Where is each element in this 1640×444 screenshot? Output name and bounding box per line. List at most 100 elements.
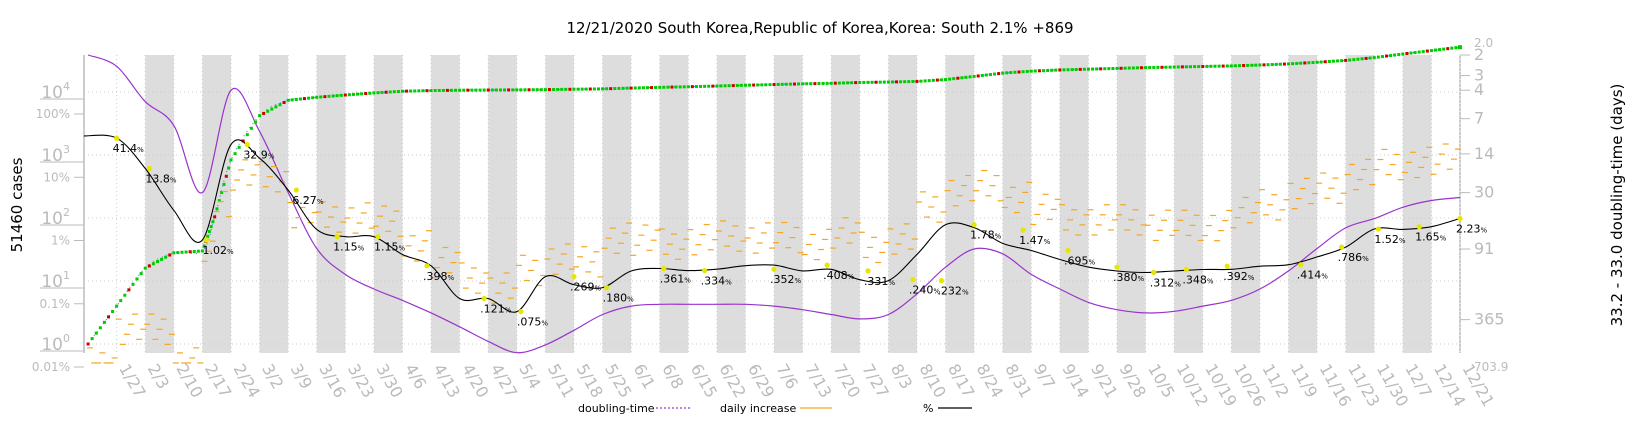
case-marker (1201, 64, 1205, 68)
case-marker (270, 107, 274, 111)
case-marker (605, 87, 609, 91)
case-marker (1066, 68, 1070, 72)
percent-label: .786% (1338, 251, 1370, 264)
case-marker (1070, 68, 1074, 72)
case-marker (245, 133, 249, 137)
week-band (831, 55, 860, 353)
case-marker (882, 80, 886, 84)
case-marker (919, 79, 923, 83)
case-marker (972, 74, 976, 78)
case-marker (278, 103, 282, 107)
case-marker (258, 114, 262, 118)
case-marker (870, 80, 874, 84)
case-marker (1058, 68, 1062, 72)
case-marker (249, 126, 253, 130)
y-tick-label-cases: 104 (41, 80, 70, 103)
y-tick-label-right: 91 (1474, 239, 1494, 258)
case-marker (1103, 67, 1107, 71)
case-marker (1180, 65, 1184, 69)
x-tick-label: 3/9 (287, 361, 316, 393)
case-marker (102, 320, 106, 324)
case-marker (1405, 52, 1409, 56)
case-marker (294, 97, 298, 101)
case-marker (425, 89, 429, 93)
case-marker (462, 88, 466, 92)
case-marker (1319, 60, 1323, 64)
case-marker (1438, 48, 1442, 52)
x-tick-label: 5/11 (544, 361, 578, 402)
case-marker (556, 87, 560, 91)
case-marker (670, 85, 674, 89)
case-marker (1413, 51, 1417, 55)
case-marker (282, 100, 286, 104)
case-marker (780, 82, 784, 86)
case-marker (760, 83, 764, 87)
percent-label-dot (1114, 264, 1120, 270)
case-marker (854, 81, 858, 85)
case-marker (1140, 66, 1144, 70)
case-marker (748, 83, 752, 87)
case-marker (1397, 53, 1401, 57)
case-marker (98, 326, 102, 330)
case-marker (486, 88, 490, 92)
case-marker (719, 84, 723, 88)
case-marker (1254, 63, 1258, 67)
week-band (545, 55, 574, 353)
percent-label-dot (771, 266, 777, 272)
case-marker (445, 88, 449, 92)
case-marker (772, 83, 776, 87)
x-tick-label: 5/18 (573, 361, 607, 402)
legend-label: doubling-time (578, 402, 655, 415)
case-marker (866, 80, 870, 84)
week-band (259, 55, 289, 353)
percent-label-dot (293, 187, 299, 193)
y-tick-label-percent: 0.01% (32, 360, 70, 374)
case-marker (290, 98, 294, 102)
x-tick-label: 3/23 (344, 361, 378, 402)
case-marker (609, 87, 613, 91)
case-marker (482, 88, 486, 92)
series-doubling-time (87, 54, 1461, 354)
case-marker (1421, 50, 1425, 54)
case-marker (498, 88, 502, 92)
x-tick-label: 8/10 (915, 361, 949, 402)
case-marker (515, 88, 519, 92)
x-tick-label: 7/27 (858, 361, 892, 402)
case-marker (176, 251, 180, 255)
case-marker (1115, 66, 1119, 70)
x-tick-label: 4/20 (458, 361, 492, 402)
week-band (1231, 55, 1260, 353)
case-marker (86, 342, 90, 346)
case-marker (123, 293, 127, 297)
series-percent (83, 134, 1461, 313)
case-marker (1119, 66, 1123, 70)
case-marker (111, 309, 115, 313)
case-marker (976, 74, 980, 78)
case-marker (1434, 48, 1438, 52)
case-marker (478, 88, 482, 92)
percent-label: .398% (423, 270, 455, 283)
case-marker (650, 86, 654, 90)
case-marker (131, 282, 135, 286)
case-marker (895, 80, 899, 84)
percent-label: .380% (1113, 271, 1145, 284)
percent-label-dot (334, 234, 340, 240)
x-tick-label: 6/22 (715, 361, 749, 402)
case-marker (1307, 61, 1311, 65)
case-marker (564, 87, 568, 91)
x-tick-label: 3/16 (315, 361, 349, 402)
case-marker (1082, 67, 1086, 71)
case-marker (862, 80, 866, 84)
case-marker (1291, 62, 1295, 66)
percent-label: .312% (1150, 276, 1182, 289)
case-marker (539, 88, 543, 92)
case-marker (372, 91, 376, 95)
percent-label-dot (1338, 244, 1345, 250)
case-marker (1001, 71, 1005, 75)
week-band (1059, 55, 1089, 353)
case-marker (694, 85, 698, 89)
case-marker (1409, 51, 1413, 55)
percent-label-dot (865, 268, 871, 274)
case-marker (596, 87, 600, 91)
case-marker (1148, 66, 1152, 70)
